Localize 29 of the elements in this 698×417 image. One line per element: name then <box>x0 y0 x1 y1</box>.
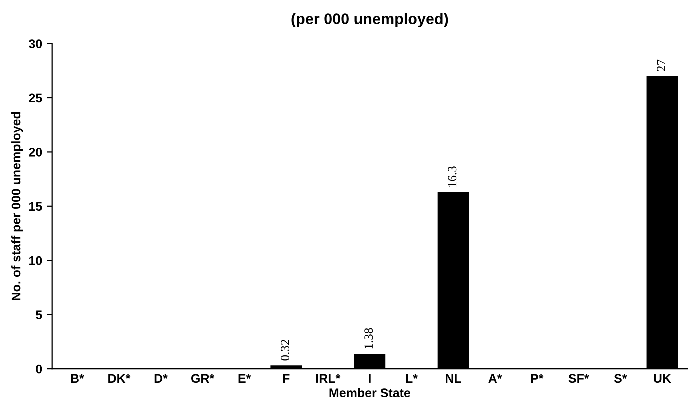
data-label: 1.38 <box>364 328 374 349</box>
chart-title: (per 000 unemployed) <box>292 13 448 28</box>
x-tick-label: S* <box>614 374 628 384</box>
y-axis-title: No. of staff per 000 unemployed <box>12 112 24 300</box>
y-tick-label: 5 <box>36 310 42 320</box>
x-tick-label: DK* <box>108 374 131 383</box>
x-tick-label: F <box>283 374 290 383</box>
x-axis-title: Member State <box>330 388 410 398</box>
x-tick-label: E* <box>238 374 252 383</box>
data-label: 0.32 <box>281 340 290 361</box>
x-tick-label: P* <box>531 374 544 383</box>
x-tick-label: A* <box>488 374 502 383</box>
y-tick-label: 20 <box>29 148 42 157</box>
x-tick-label: SF* <box>568 374 590 384</box>
data-label: 27 <box>657 60 666 72</box>
x-tick-label: IRL* <box>316 374 341 383</box>
x-tick-label: I <box>369 374 371 383</box>
x-tick-label: NL <box>446 374 462 383</box>
x-tick-label: L* <box>406 374 418 383</box>
x-tick-label: D* <box>154 374 168 383</box>
data-label: 16.3 <box>448 166 457 187</box>
y-tick-label: 15 <box>30 202 42 212</box>
y-tick-label: 30 <box>29 40 42 48</box>
y-tick-label: 25 <box>29 94 42 103</box>
x-tick-label: B* <box>71 374 84 383</box>
y-tick-label: 10 <box>30 256 42 266</box>
x-tick-label: GR* <box>191 374 215 384</box>
y-tick-label: 0 <box>36 364 42 374</box>
x-tick-label: UK <box>654 374 672 384</box>
